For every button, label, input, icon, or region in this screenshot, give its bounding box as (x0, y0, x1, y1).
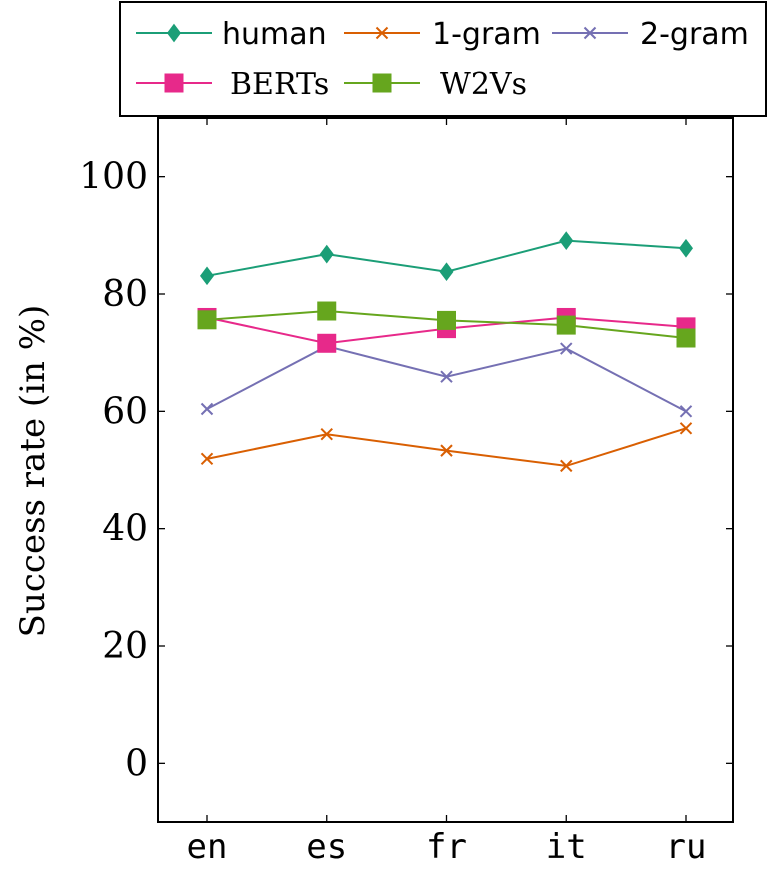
legend-label: 2-gram (640, 17, 749, 52)
y-tick-label: 0 (125, 743, 148, 784)
series-1-gram-point (200, 452, 214, 466)
x-tick-label: it (546, 827, 587, 867)
series-human-point (200, 266, 214, 286)
legend-entry-BERTs: BERTs (136, 67, 329, 102)
series-1-gram-point (440, 444, 453, 457)
series-1-gram-point (320, 428, 333, 441)
legend-W2Vs-point (372, 73, 392, 93)
series-2-gram-point (440, 370, 453, 383)
legend-frame (119, 1, 767, 117)
y-tick-label: 20 (102, 626, 148, 667)
series-human-point (559, 231, 574, 250)
y-tick-label: 80 (102, 274, 148, 315)
series-line-1-gram (206, 427, 687, 467)
y-axis: 0 20 40 60 80 100 (79, 157, 733, 784)
series-2-gram-point (560, 342, 573, 355)
x-tick-label: es (306, 827, 347, 867)
series-layer (197, 231, 696, 473)
y-tick-label: 100 (79, 157, 148, 198)
x-axis: en es fr it ru (187, 118, 707, 867)
series-W2Vs-point (197, 310, 217, 330)
legend-label: 1-gram (432, 17, 541, 52)
legend-1-gram-point (375, 26, 389, 40)
x-tick-label: en (187, 827, 228, 867)
x-tick-label: fr (426, 827, 467, 867)
legend-label: W2Vs (440, 67, 527, 102)
series-1-gram-point (560, 459, 573, 473)
y-tick-label: 40 (102, 509, 148, 550)
series-line-2-gram (206, 345, 687, 413)
legend-entry-W2Vs: W2Vs (344, 67, 527, 102)
legend-label: BERTs (230, 67, 329, 102)
x-tick-label: ru (666, 827, 707, 867)
legend-entry-1-gram: 1-gram (344, 17, 541, 52)
series-2-gram (200, 340, 693, 418)
series-W2Vs-point (437, 310, 456, 330)
series-human-point (678, 238, 694, 258)
series-2-gram-point (679, 405, 693, 418)
y-axis-label: Success rate (in %) (13, 305, 53, 638)
legend-human-point (167, 23, 181, 43)
series-human-point (319, 244, 334, 264)
series-BERTs-point (317, 333, 337, 353)
series-human (200, 231, 694, 286)
legend: human 1-gram 2-gram BERTs W2Vs (119, 1, 767, 117)
legend-entry-human: human (136, 17, 327, 52)
series-human-point (439, 262, 454, 282)
series-W2Vs-point (556, 315, 576, 335)
legend-BERTs-point (164, 73, 184, 93)
series-1-gram-point (679, 422, 693, 435)
series-W2Vs-point (676, 328, 696, 348)
plot-frame (157, 117, 734, 823)
legend-entry-2-gram: 2-gram (552, 17, 749, 52)
series-W2Vs-point (317, 301, 337, 321)
legend-label: human (222, 17, 327, 52)
series-W2Vs (197, 301, 696, 348)
legend-2-gram-point (583, 26, 597, 40)
series-1-gram (200, 422, 693, 473)
y-tick-label: 60 (102, 391, 148, 432)
series-2-gram-point (200, 402, 214, 416)
